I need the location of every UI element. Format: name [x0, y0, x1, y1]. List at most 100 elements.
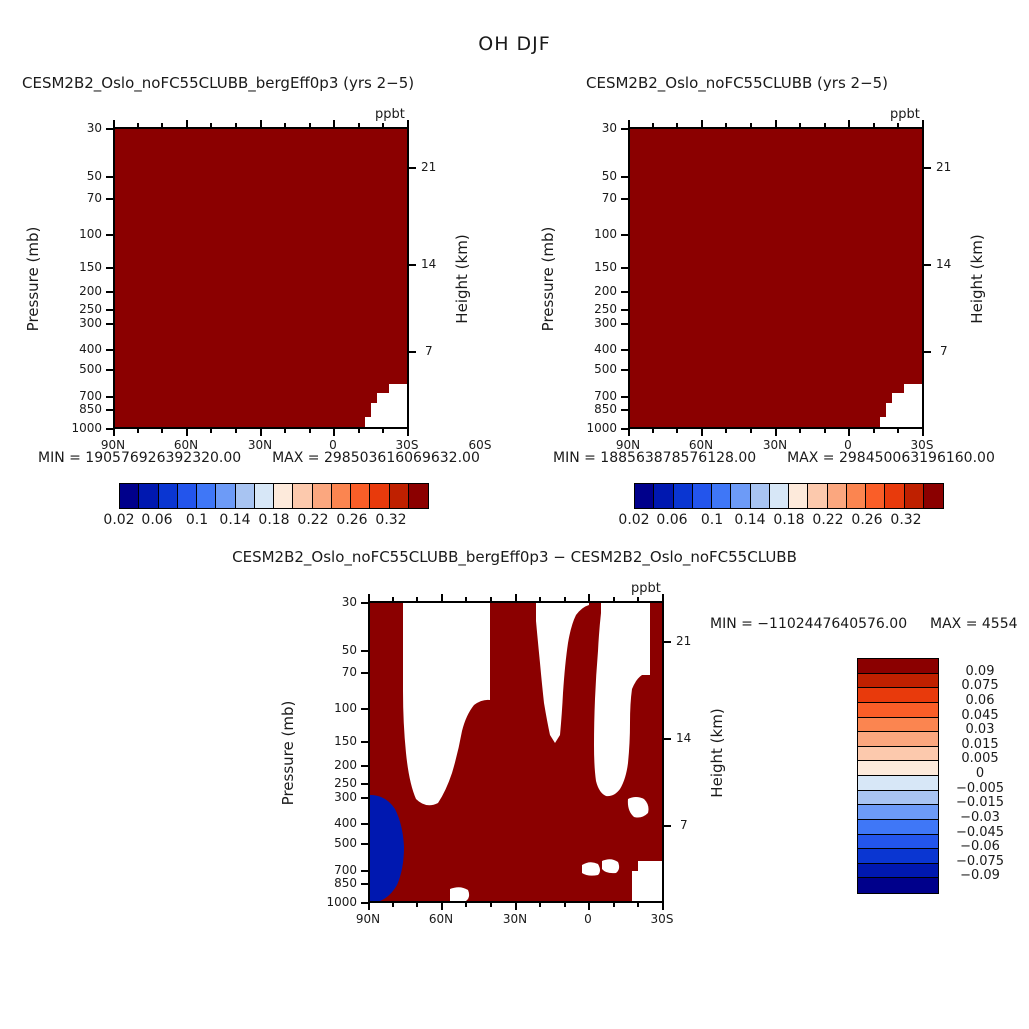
y-tick-label-30-diff: 30	[341, 595, 357, 609]
y-tick-label-50-right: 50	[601, 169, 617, 183]
colorbar-swatch	[846, 484, 866, 508]
y-tick-label-850-right: 850	[594, 402, 617, 416]
legend-tick-label: 0.06	[965, 692, 995, 708]
legend-swatch	[858, 878, 938, 893]
y2-axis-title-difference: Height (km)	[708, 708, 726, 798]
colorbar-swatch	[293, 484, 313, 508]
panel-title-top-left: CESM2B2_Oslo_noFC55CLUBB_bergEff0p3 (yrs…	[22, 74, 415, 92]
colorbar-swatch	[331, 484, 351, 508]
legend-swatch	[858, 702, 938, 718]
plot-area-difference	[368, 601, 664, 903]
y-tick-label-850: 850	[79, 402, 102, 416]
y-tick-label-250-diff: 250	[334, 776, 357, 790]
unit-label-difference: ppbt	[631, 581, 661, 596]
colorbar-labels-right: 0.02 0.06 0.1 0.14 0.18 0.22 0.26 0.32	[618, 512, 942, 532]
colorbar-swatch	[177, 484, 197, 508]
y-tick-label-30-right: 30	[601, 121, 617, 135]
colorbar-swatch	[312, 484, 332, 508]
colorbar-swatch	[654, 484, 674, 508]
colorbar-swatch	[370, 484, 390, 508]
cbar-tick-0.26-right: 0.26	[851, 512, 883, 528]
topography-mask-right-step3	[880, 417, 888, 427]
colorbar-vertical-difference[interactable]	[857, 658, 939, 894]
legend-tick-label: −0.06	[960, 839, 1000, 855]
x-tick-label-30N-right: 30N	[762, 438, 788, 452]
colorbar-vertical-labels: 0.09 0.075 0.06 0.045 0.03 0.015 0.005 0 −0.005−…	[945, 658, 1029, 892]
colorbar-swatch	[139, 484, 159, 508]
legend-swatch	[858, 717, 938, 733]
colorbar-swatch	[789, 484, 809, 508]
legend-tick-label: 0.045	[961, 707, 999, 723]
y-tick-label-200-diff: 200	[334, 758, 357, 772]
y-tick-label-500-diff: 500	[334, 836, 357, 850]
y-tick-label-150-right: 150	[594, 260, 617, 274]
min-value-top-right: MIN = 188563878576128.00	[553, 450, 757, 466]
y-tick-label-150-diff: 150	[334, 734, 357, 748]
legend-tick-label: 0.005	[961, 751, 999, 767]
y-tick-label-50-diff: 50	[341, 643, 357, 657]
y2-tick-label-7-right: 7	[940, 344, 948, 358]
colorbar-swatch	[274, 484, 294, 508]
y-tick-label-300-right: 300	[594, 316, 617, 330]
x-tick-label-90N-diff: 90N	[355, 912, 381, 926]
colorbar-swatch	[750, 484, 770, 508]
y-tick-label-100-right: 100	[594, 227, 617, 241]
legend-swatch	[858, 790, 938, 806]
colorbar-swatch	[254, 484, 274, 508]
y-tick-label-150: 150	[79, 260, 102, 274]
legend-tick-label: −0.045	[955, 824, 1005, 840]
colorbar-horizontal-right[interactable]	[634, 483, 944, 509]
cbar-tick-0.22-right: 0.22	[812, 512, 844, 528]
contour-fill-saturated	[115, 129, 407, 427]
y-tick-label-250-right: 250	[594, 302, 617, 316]
legend-tick-label: 0.03	[965, 722, 995, 738]
x-tick-label-60N-right: 60N	[688, 438, 714, 452]
x-tick-label-0-left: 0	[329, 438, 337, 452]
y-tick-label-400-right: 400	[594, 342, 617, 356]
y-tick-label-70-diff: 70	[341, 665, 357, 679]
topography-mask-step2	[371, 403, 379, 427]
colorbar-swatch	[731, 484, 751, 508]
cbar-tick-0.14-right: 0.14	[734, 512, 766, 528]
plot-area-top-right	[628, 127, 924, 429]
panel-title-top-right: CESM2B2_Oslo_noFC55CLUBB (yrs 2−5)	[586, 74, 889, 92]
y-tick-label-1000-diff: 1000	[326, 895, 357, 909]
cbar-tick-0.32-left: 0.32	[375, 512, 407, 528]
x-tick-label-60N-diff: 60N	[428, 912, 454, 926]
cbar-tick-0.06-right: 0.06	[656, 512, 688, 528]
y-tick-label-1000: 1000	[71, 421, 102, 435]
legend-swatch	[858, 805, 938, 820]
colorbar-horizontal-left[interactable]	[119, 483, 429, 509]
legend-swatch	[858, 761, 938, 776]
colorbar-swatch	[673, 484, 693, 508]
topography-mask-step4	[389, 384, 407, 427]
cbar-tick-0.18-left: 0.18	[258, 512, 290, 528]
y-tick-label-200-right: 200	[594, 284, 617, 298]
cbar-tick-0.1-right: 0.1	[700, 512, 724, 528]
y-tick-label-70: 70	[86, 191, 102, 205]
y-tick-label-100: 100	[79, 227, 102, 241]
min-value-difference: MIN = −1102447640576.00	[710, 616, 908, 632]
y-tick-label-400: 400	[79, 342, 102, 356]
y-tick-label-700: 700	[79, 389, 102, 403]
y-tick-label-100-diff: 100	[334, 701, 357, 715]
y-tick-label-70-right: 70	[601, 191, 617, 205]
topography-mask-right-step4	[904, 384, 922, 427]
colorbar-swatch	[216, 484, 236, 508]
y-tick-label-850-diff: 850	[334, 876, 357, 890]
y-tick-label-400-diff: 400	[334, 816, 357, 830]
legend-tick-label: −0.015	[955, 795, 1005, 811]
colorbar-swatch	[408, 484, 428, 508]
minmax-top-right: MIN = 188563878576128.00 MAX = 298450063…	[553, 450, 995, 466]
colorbar-swatch	[923, 484, 943, 508]
y2-axis-title-left: Height (km)	[453, 234, 471, 324]
max-value-difference: MAX = 4554	[930, 616, 1018, 632]
x-tick-label-30S-right: 30S	[910, 438, 934, 452]
cbar-tick-0.22-left: 0.22	[297, 512, 329, 528]
minmax-difference: MIN = −1102447640576.00 MAX = 4554	[710, 616, 1029, 632]
unit-label-top-right: ppbt	[890, 107, 920, 122]
colorbar-swatch	[635, 484, 655, 508]
x-tick-label-90N-right: 90N	[615, 438, 641, 452]
y-tick-label-700-diff: 700	[334, 863, 357, 877]
legend-swatch	[858, 732, 938, 747]
